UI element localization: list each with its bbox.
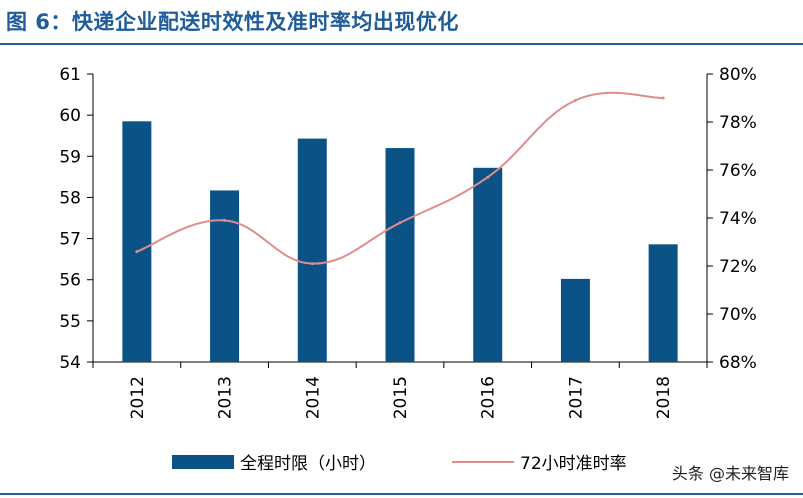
bar xyxy=(210,190,240,362)
figure-title: 图 6：快递企业配送时效性及准时率均出现优化 xyxy=(6,10,459,34)
rate-point xyxy=(398,221,402,225)
x-tick-label: 2014 xyxy=(303,376,323,419)
legend-label-line: 72小时准时率 xyxy=(520,454,627,474)
y-right-tick-label: 76% xyxy=(719,161,757,181)
rate-point xyxy=(573,98,577,102)
rate-point xyxy=(310,262,314,266)
y-left-tick-label: 54 xyxy=(59,353,81,373)
y-right-tick-label: 78% xyxy=(719,113,757,133)
line-series xyxy=(135,91,665,266)
bar xyxy=(473,167,503,362)
y-left-tick-label: 56 xyxy=(59,271,81,291)
x-tick-label: 2018 xyxy=(654,376,674,419)
bar xyxy=(385,148,415,362)
rate-point xyxy=(486,175,490,179)
x-tick-label: 2013 xyxy=(216,376,236,419)
y-left-tick-label: 60 xyxy=(59,106,81,126)
y-left-tick-label: 59 xyxy=(59,147,81,167)
bottom-divider xyxy=(0,493,803,495)
bar xyxy=(122,121,152,362)
y-right-tick-label: 70% xyxy=(719,305,757,325)
y-right-tick-label: 80% xyxy=(719,65,757,85)
x-tick-label: 2016 xyxy=(479,376,499,419)
bar xyxy=(560,278,590,362)
rate-point xyxy=(135,250,139,254)
rate-point xyxy=(661,96,665,100)
legend-label-bar: 全程时限（小时） xyxy=(240,454,376,474)
bar xyxy=(297,138,327,362)
legend: 全程时限（小时） 72小时准时率 xyxy=(172,454,627,474)
x-tick-label: 2017 xyxy=(566,376,586,419)
y-left-tick-label: 58 xyxy=(59,188,81,208)
axes: 54 55 56 57 58 59 60 61 68% 70% 72% 74% 76% 78% 80% 201… xyxy=(59,65,756,419)
y-left-tick-label: 57 xyxy=(59,230,81,250)
title-divider xyxy=(0,43,803,45)
x-tick-label: 2015 xyxy=(391,376,411,419)
y-left-tick-label: 61 xyxy=(59,65,81,85)
rate-point xyxy=(223,218,227,222)
y-left-tick-label: 55 xyxy=(59,312,81,332)
y-right-tick-label: 68% xyxy=(719,353,757,373)
y-right-tick-label: 74% xyxy=(719,209,757,229)
x-tick-label: 2012 xyxy=(128,376,148,419)
legend-swatch-bar xyxy=(172,455,234,469)
bar xyxy=(648,244,678,362)
y-right-tick-label: 72% xyxy=(719,257,757,277)
bar-series xyxy=(122,121,678,362)
watermark: 头条 @未来智库 xyxy=(667,460,793,484)
